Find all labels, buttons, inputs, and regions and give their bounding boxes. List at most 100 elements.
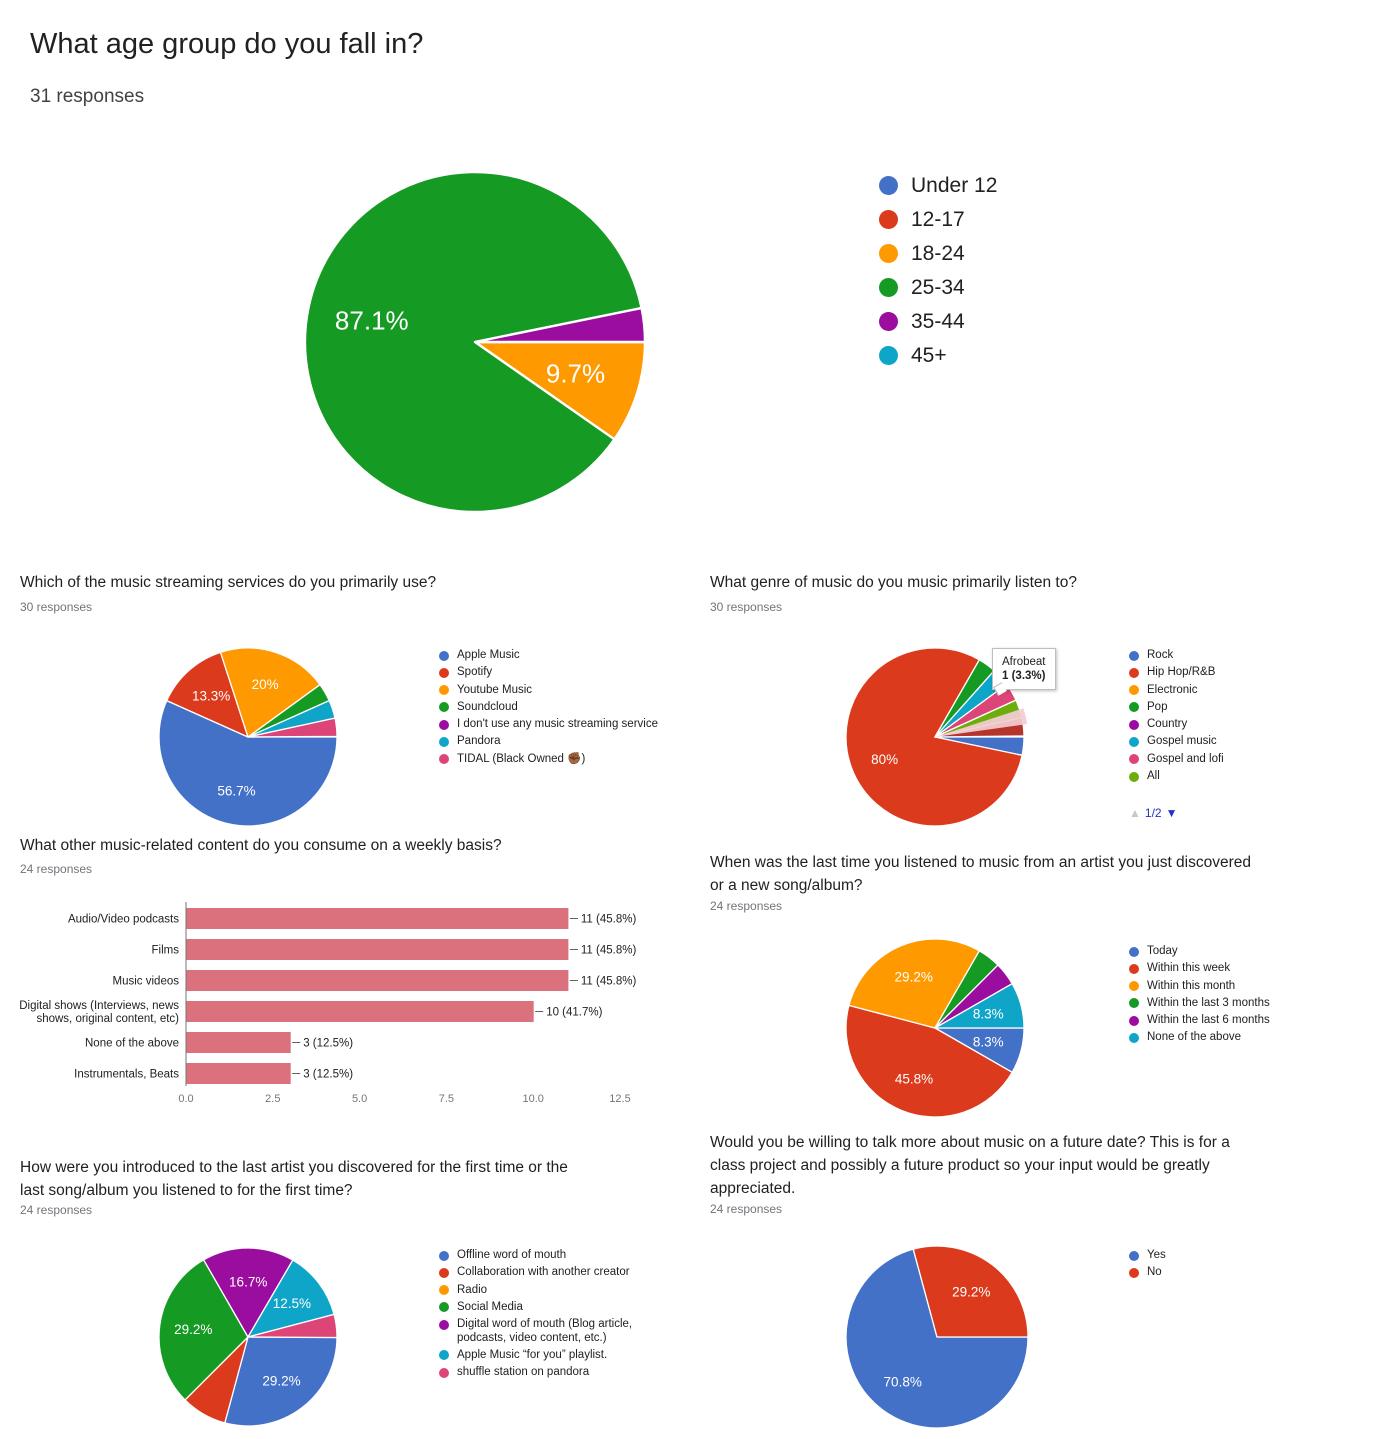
pie-slice-label: 13.3% bbox=[192, 689, 230, 704]
pie-slice-label: 12.5% bbox=[273, 1296, 311, 1311]
legend-label: Gospel music bbox=[1147, 735, 1217, 748]
pie-slice-25-34[interactable] bbox=[303, 170, 643, 514]
legend-item-within-this-month: Within this month bbox=[1129, 980, 1270, 994]
legend-color-dot bbox=[879, 278, 898, 297]
pie-slice-shuffle-station-on-pandora[interactable] bbox=[247, 1313, 338, 1339]
question-title: What other music-related content do you … bbox=[20, 837, 502, 854]
legend-label: Within this week bbox=[1147, 962, 1231, 975]
pie-slice-within-this-month[interactable] bbox=[848, 938, 980, 1029]
legend-color-dot bbox=[439, 1319, 449, 1330]
response-count: 30 responses bbox=[710, 600, 783, 614]
tooltip-label: Afrobeat bbox=[1002, 656, 1046, 668]
legend-label: Pandora bbox=[457, 735, 501, 748]
legend-item-country: Country bbox=[1129, 718, 1224, 732]
pie-slice-youtube-music[interactable] bbox=[219, 647, 321, 738]
bar-digital-shows-interviews-news[interactable] bbox=[186, 1001, 534, 1022]
legend-item-45: 45+ bbox=[879, 343, 997, 368]
pie-slice-digital-word-of-mouth-blog-article-podcasts-video-content-etc[interactable] bbox=[203, 1247, 294, 1338]
legend-item-shuffle-station-on-pandora: shuffle station on pandora bbox=[439, 1366, 632, 1380]
legend-color-dot bbox=[879, 176, 898, 195]
pie-slice-offline-word-of-mouth[interactable] bbox=[224, 1336, 338, 1427]
bar-value-label: 11 (45.8%) bbox=[581, 945, 637, 957]
legend-label: Pop bbox=[1147, 700, 1168, 713]
question-card-weekly-content: What other music-related content do you … bbox=[0, 834, 700, 1124]
legend-color-dot bbox=[1129, 719, 1139, 730]
legend-color-dot bbox=[1129, 1250, 1139, 1261]
genre-pie-chart[interactable]: 80% bbox=[843, 645, 1027, 829]
question-card-willing-to-talk: Would you be willing to talk more about … bbox=[710, 1131, 1383, 1439]
bar-category-label: None of the above bbox=[85, 1038, 179, 1050]
legend-label: All bbox=[1147, 770, 1160, 783]
legend-color-dot bbox=[879, 346, 898, 365]
pie-slice-label: 70.8% bbox=[884, 1374, 922, 1389]
bar-music-videos[interactable] bbox=[186, 970, 569, 991]
question-card-streaming-services: Which of the music streaming services do… bbox=[20, 571, 710, 831]
pie-slice-social-media[interactable] bbox=[158, 1259, 249, 1401]
pie-slice-within-this-week[interactable] bbox=[845, 1004, 1013, 1118]
pie-slice-none-of-the-above[interactable] bbox=[934, 983, 1025, 1029]
legend-item-35-44: 35-44 bbox=[879, 309, 997, 334]
legend-label: Today bbox=[1147, 945, 1178, 957]
pie-slice-tidal-black-owned[interactable] bbox=[247, 717, 338, 738]
pie-slice-18-24[interactable] bbox=[473, 340, 647, 441]
legend-label: Hip Hop/R&B bbox=[1147, 666, 1216, 679]
legend-item-youtube-music: Youtube Music bbox=[439, 684, 658, 698]
legend-item-25-34: 25-34 bbox=[879, 275, 997, 300]
pie-slice-label: 80% bbox=[871, 752, 898, 767]
age-pie-chart[interactable]: 9.7% 87.1% bbox=[302, 169, 648, 515]
willing-to-talk-pie-chart[interactable]: 70.8% 29.2% bbox=[843, 1243, 1031, 1431]
bar-instrumentals-beats[interactable] bbox=[186, 1063, 291, 1084]
bar-audio-video-podcasts[interactable] bbox=[186, 908, 569, 929]
slice-tooltip: Afrobeat 1 (3.3%) bbox=[992, 648, 1056, 696]
legend-color-dot bbox=[879, 244, 898, 263]
legend-item-all: All bbox=[1129, 770, 1224, 784]
legend-page-indicator: 1/2 bbox=[1144, 805, 1162, 820]
bar-none-of-the-above[interactable] bbox=[186, 1032, 291, 1053]
legend-color-dot bbox=[439, 1285, 449, 1296]
streaming-chart-legend: Apple Music Spotify Youtube Music Soundclou… bbox=[439, 649, 658, 770]
pie-slice-apple-music-for-you-playlist[interactable] bbox=[247, 1259, 335, 1338]
question-card-how-introduced: How were you introduced to the last arti… bbox=[20, 1156, 710, 1439]
response-count: 31 responses bbox=[30, 86, 145, 107]
legend-item-rock: Rock bbox=[1129, 649, 1224, 663]
legend-label: Country bbox=[1147, 718, 1188, 731]
how-introduced-chart-legend: Offline word of mouth Collaboration with … bbox=[439, 1249, 632, 1384]
pie-slice-apple-music[interactable] bbox=[158, 699, 338, 827]
x-axis-tick: 2.5 bbox=[265, 1093, 280, 1105]
pie-slice-spotify[interactable] bbox=[166, 651, 249, 738]
last-discovered-chart-legend: Today Within this week Within this month Wi… bbox=[1129, 945, 1270, 1049]
legend-label: Collaboration with another creator bbox=[457, 1266, 630, 1279]
pie-svg: 80% bbox=[845, 647, 1027, 827]
question-card-genre: What genre of music do you music primari… bbox=[710, 571, 1383, 831]
last-discovered-pie-chart[interactable]: 8.3% 45.8% 29.2% 8.3% bbox=[843, 936, 1027, 1120]
pie-slice-35-44[interactable] bbox=[473, 306, 647, 344]
pie-slice-label: 20% bbox=[252, 677, 279, 692]
question-title: How were you introduced to the last arti… bbox=[20, 1159, 568, 1199]
legend-item-apple-music-for-you-playlist: Apple Music “for you” playlist. bbox=[439, 1349, 632, 1363]
legend-item-no: No bbox=[1129, 1266, 1166, 1280]
pie-slice-label: 29.2% bbox=[174, 1322, 212, 1337]
legend-next-page-button[interactable]: ▼ bbox=[1165, 805, 1178, 820]
legend-label: 35-44 bbox=[911, 310, 965, 333]
legend-color-dot bbox=[1129, 963, 1139, 974]
bar-category-label: Instrumentals, Beats bbox=[74, 1069, 179, 1081]
weekly-content-bar-chart[interactable]: 0.0 2.5 5.0 7.5 10.0 12.5 Audio/Video podcasts… bbox=[0, 890, 670, 1115]
pie-slice-label: 45.8% bbox=[895, 1072, 933, 1087]
legend-item-none-of-the-above: None of the above bbox=[1129, 1031, 1270, 1045]
pie-slice-yes[interactable] bbox=[845, 1248, 1029, 1429]
response-count: 24 responses bbox=[710, 899, 783, 913]
how-introduced-pie-chart[interactable]: 29.2% 29.2% 16.7% 12.5% bbox=[156, 1245, 340, 1429]
pie-slice-hip-hop-r-b[interactable] bbox=[845, 647, 1023, 827]
pie-svg: 9.7% 87.1% bbox=[303, 170, 647, 514]
legend-label: Within the last 6 months bbox=[1147, 1014, 1270, 1027]
legend-color-dot bbox=[1129, 981, 1139, 992]
x-axis-tick: 10.0 bbox=[522, 1093, 543, 1105]
streaming-pie-chart[interactable]: 56.7% 13.3% 20% bbox=[156, 645, 340, 829]
pie-slice-no[interactable] bbox=[912, 1245, 1029, 1338]
legend-prev-page-button[interactable]: ▲ bbox=[1129, 805, 1141, 820]
legend-label: Offline word of mouth bbox=[457, 1249, 567, 1261]
pie-slice-label: 56.7% bbox=[217, 784, 255, 799]
legend-item-digital-word-of-mouth-blog-article: Digital word of mouth (Blog article, pod… bbox=[439, 1318, 632, 1345]
bar-films[interactable] bbox=[186, 939, 569, 960]
response-count: 24 responses bbox=[710, 1202, 783, 1216]
